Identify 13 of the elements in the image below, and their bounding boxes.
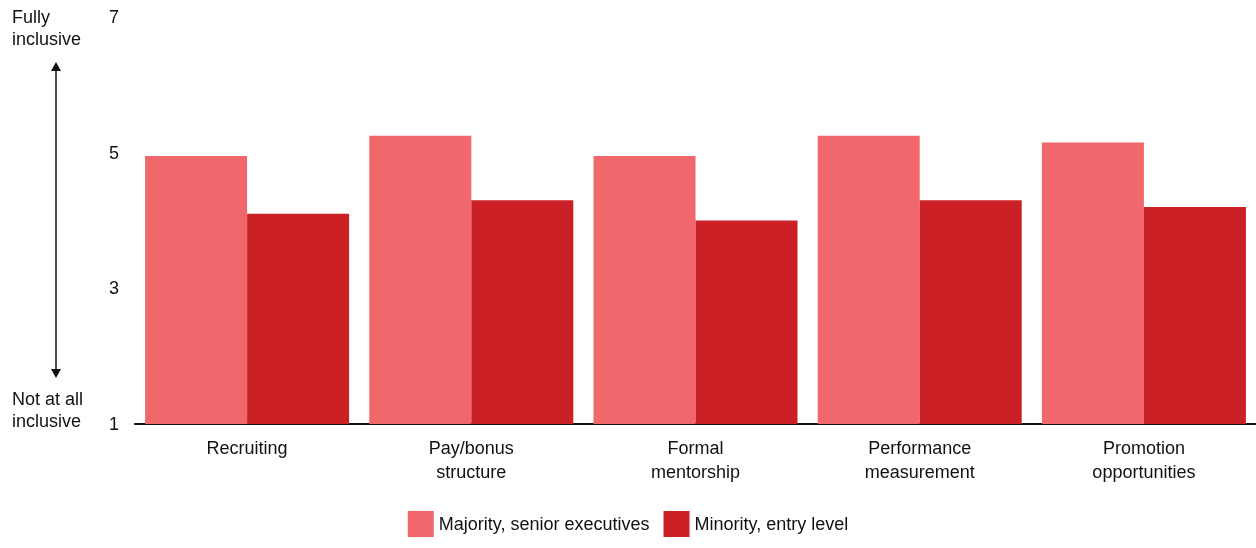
x-tick-label: Pay/bonus structure (428, 438, 514, 482)
text: Fully inclusive (12, 6, 82, 50)
text: Not at all inclusive (12, 388, 84, 432)
legend-label: Minority, entry level (694, 514, 849, 534)
y-tick-label: 1 (108, 414, 119, 434)
x-tick-label: Formal mentorship (650, 438, 741, 482)
legend-label: Majority, senior executives (438, 514, 650, 534)
y-tick-label: 3 (108, 278, 119, 299)
x-tick-label: Recruiting (206, 438, 288, 458)
y-tick-label: 7 (108, 7, 119, 27)
x-tick-label: Performance measurement (864, 438, 975, 482)
x-tick-label: Promotion opportunities (1092, 438, 1196, 482)
y-tick-label: 5 (108, 142, 119, 163)
